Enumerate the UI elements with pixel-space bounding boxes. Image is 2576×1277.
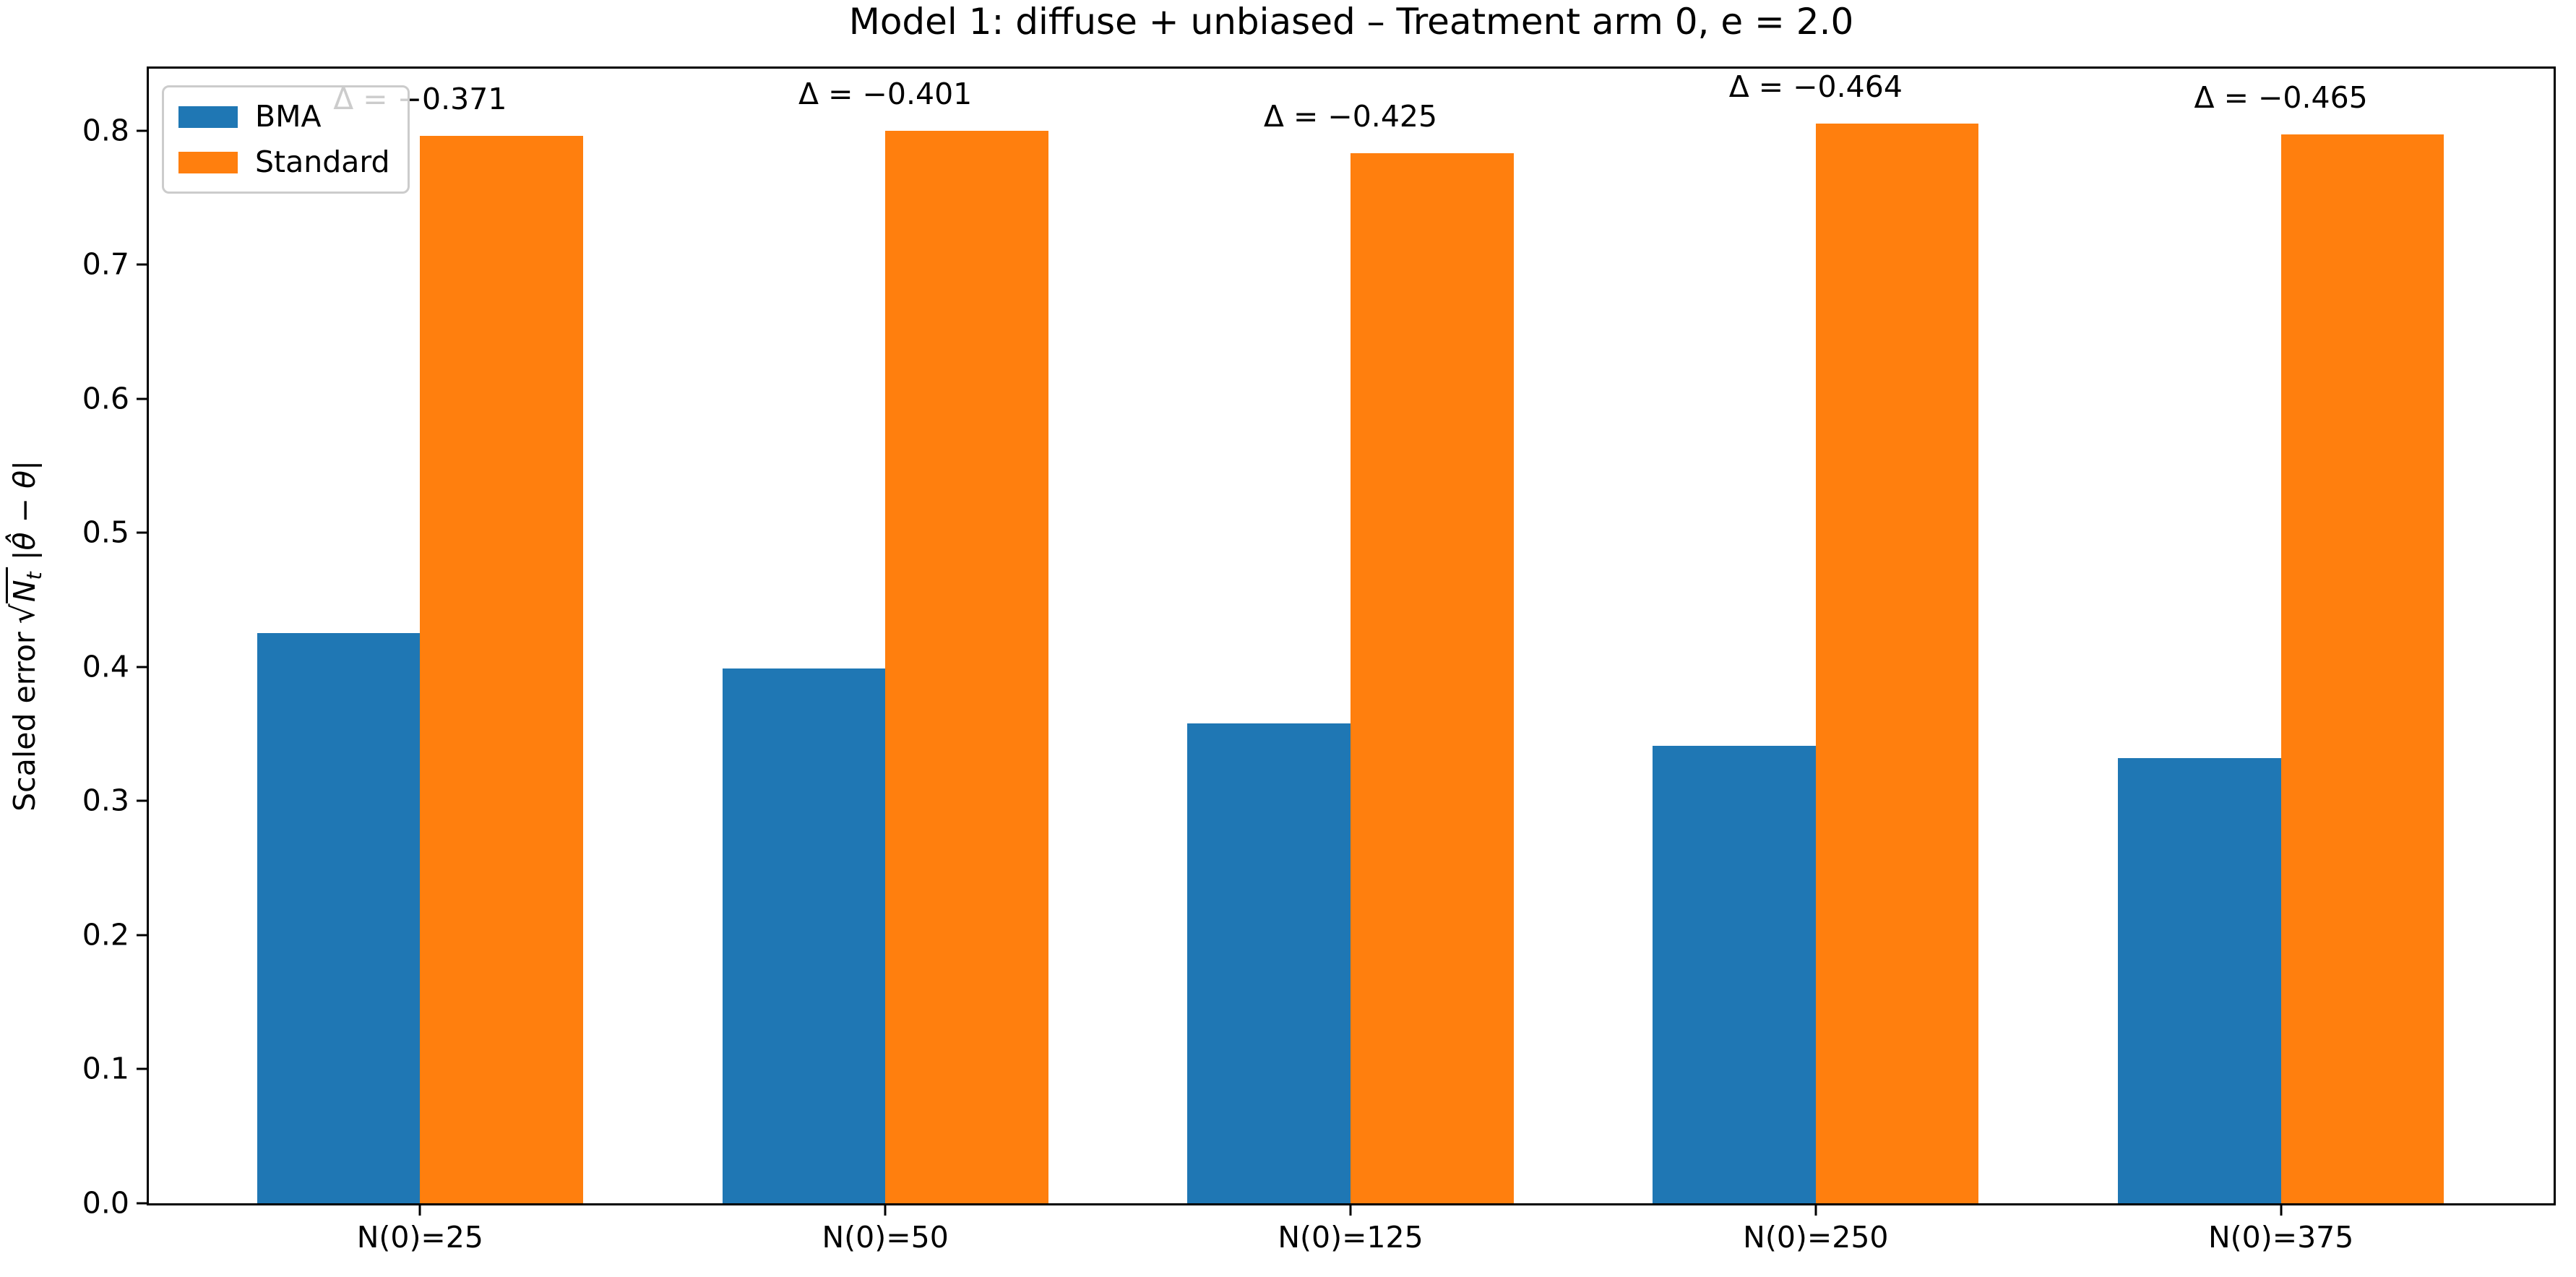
y-axis-label-prefix: Scaled error: [7, 632, 43, 812]
bar-bma-N(0)=50: [722, 668, 886, 1203]
sqrt-argument: Nt: [6, 567, 46, 604]
bar-standard-N(0)=125: [1351, 153, 1514, 1203]
y-tick-mark: [137, 666, 148, 668]
x-tick-label: N(0)=25: [356, 1220, 483, 1255]
legend: BMA Standard: [162, 85, 410, 194]
x-tick-label: N(0)=250: [1743, 1220, 1889, 1255]
x-tick-label: N(0)=375: [2207, 1220, 2354, 1255]
x-tick-mark: [1349, 1204, 1352, 1216]
y-tick-label: 0.0: [82, 1185, 129, 1221]
bar-standard-N(0)=50: [885, 130, 1048, 1203]
y-tick-mark: [137, 129, 148, 132]
y-tick-label: 0.1: [82, 1051, 129, 1086]
bar-bma-N(0)=250: [1653, 746, 1816, 1203]
x-tick-mark: [884, 1204, 887, 1216]
y-axis-label: Scaled error √ Nt |θ̂ − θ|: [5, 460, 46, 812]
y-tick-mark: [137, 263, 148, 266]
y-tick-mark: [137, 531, 148, 534]
legend-swatch-bma: [178, 106, 238, 128]
bar-bma-N(0)=25: [257, 633, 421, 1203]
y-tick-label: 0.3: [82, 783, 129, 818]
legend-swatch-standard: [178, 151, 238, 173]
x-tick-label: N(0)=125: [1278, 1220, 1423, 1255]
y-tick-label: 0.7: [82, 246, 129, 282]
delta-annotation: Δ = −0.465: [2194, 80, 2368, 116]
chart-title: Model 1: diffuse + unbiased – Treatment …: [848, 1, 1854, 43]
x-tick-label: N(0)=50: [822, 1220, 949, 1255]
y-tick-label: 0.5: [82, 515, 129, 550]
bar-bma-N(0)=125: [1187, 723, 1351, 1203]
y-tick-label: 0.2: [82, 917, 129, 953]
legend-row: BMA: [178, 100, 390, 133]
delta-annotation: Δ = −0.425: [1263, 99, 1438, 134]
y-tick-mark: [137, 934, 148, 937]
legend-label: BMA: [255, 99, 322, 134]
bar-bma-N(0)=375: [2118, 758, 2281, 1203]
y-axis-label-suffix: |θ̂ − θ|: [7, 460, 43, 561]
y-tick-mark: [137, 1067, 148, 1070]
y-tick-label: 0.4: [82, 649, 129, 684]
bar-standard-N(0)=25: [420, 136, 583, 1203]
legend-row: Standard: [178, 145, 390, 180]
y-tick-mark: [137, 397, 148, 400]
delta-annotation: Δ = −0.464: [1728, 69, 1903, 105]
x-tick-mark: [418, 1204, 421, 1216]
x-tick-mark: [1814, 1204, 1817, 1216]
y-tick-label: 0.8: [82, 113, 129, 148]
bar-standard-N(0)=375: [2280, 134, 2444, 1203]
delta-annotation: Δ = −0.401: [798, 76, 973, 111]
y-tick-mark: [137, 1202, 148, 1205]
y-tick-label: 0.6: [82, 381, 129, 416]
legend-label: Standard: [255, 145, 390, 180]
x-tick-mark: [2280, 1204, 2283, 1216]
y-axis-label-wrap: Scaled error √ Nt |θ̂ − θ|: [1, 66, 49, 1205]
bar-standard-N(0)=250: [1815, 124, 1979, 1203]
plot-area: BMA Standard 0.0 0.1 0.2 0.3 0.4 0.5 0.6 0.7 0.8 N…: [82, 66, 2556, 1252]
y-tick-mark: [137, 799, 148, 802]
sqrt-radical-symbol: √: [5, 603, 43, 624]
